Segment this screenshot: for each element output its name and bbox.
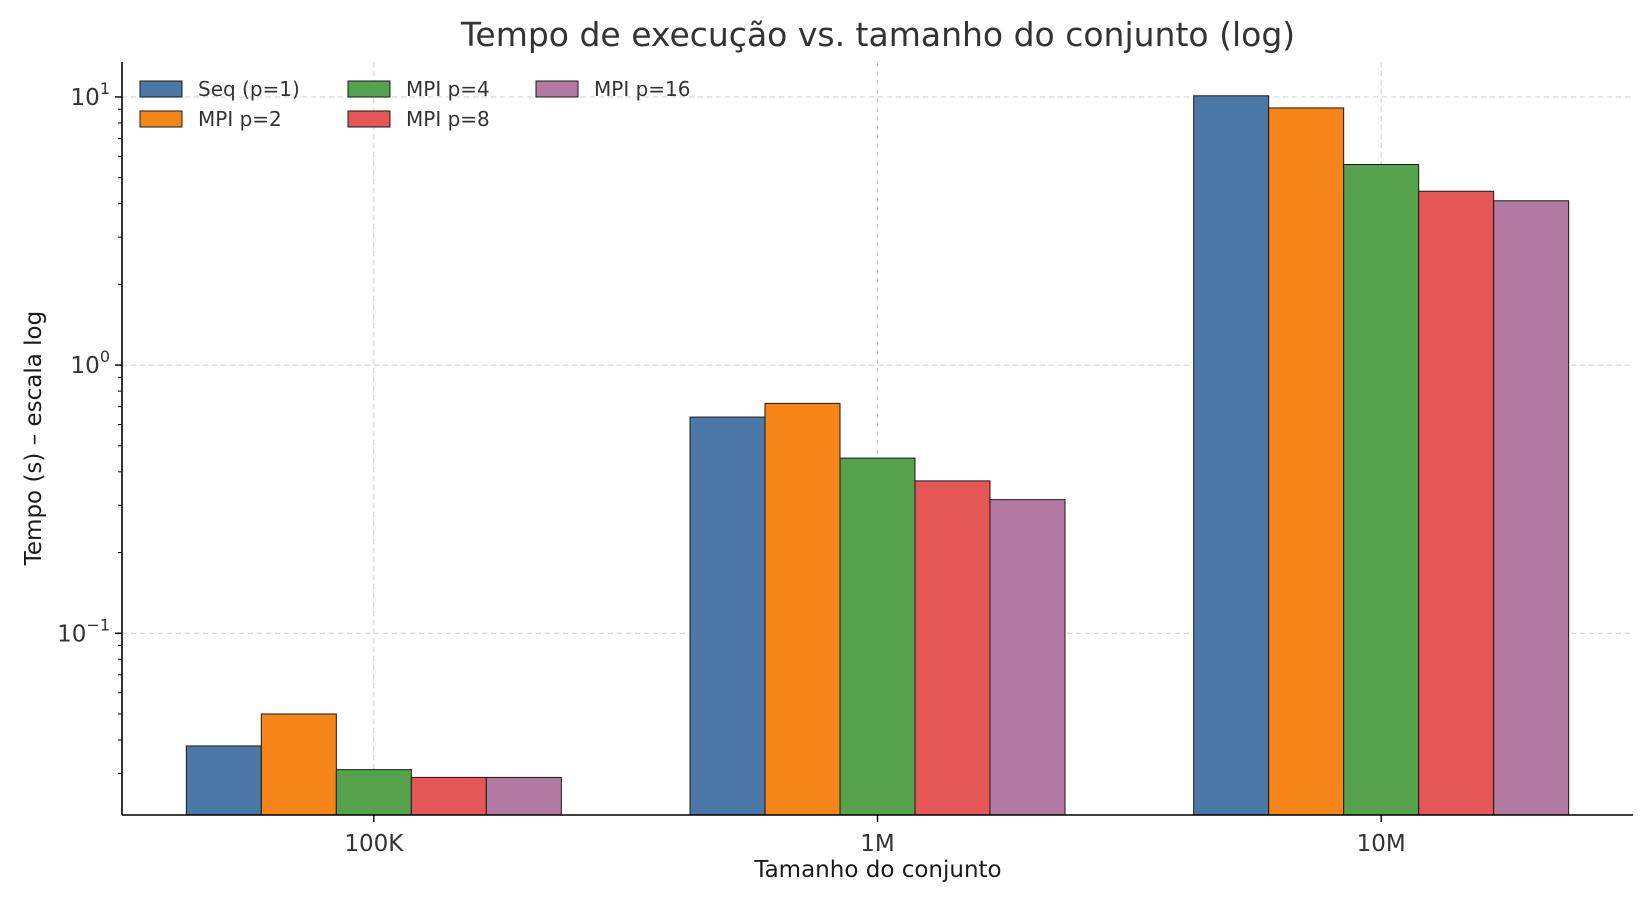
legend-swatch — [347, 80, 391, 98]
legend-item: Seq (p=1) — [139, 77, 300, 101]
legend-item: MPI p=4 — [347, 77, 490, 101]
legend: Seq (p=1) MPI p=2 MPI p=4 MPI p=8 MPI p=16 — [139, 77, 690, 131]
legend-label: Seq (p=1) — [198, 77, 300, 101]
bar — [1193, 95, 1270, 816]
y-axis-label: Tempo (s) – escala log — [21, 311, 47, 566]
bar — [185, 745, 262, 816]
bars — [185, 95, 1570, 816]
x-tick-label: 10M — [1357, 831, 1406, 857]
legend-label: MPI p=4 — [406, 77, 490, 101]
bar — [839, 457, 916, 816]
legend-swatch — [347, 110, 391, 128]
bar — [260, 713, 337, 816]
bar — [689, 416, 766, 816]
chart-title: Tempo de execução vs. tamanho do conjunt… — [460, 15, 1295, 54]
y-tick-label: 10−1 — [57, 615, 110, 647]
x-tick-label: 1M — [860, 831, 894, 857]
tick-labels: 10−1 100 101 100K 1M 10M — [57, 79, 1406, 857]
legend-item: MPI p=2 — [139, 107, 282, 131]
legend-label: MPI p=16 — [594, 77, 690, 101]
legend-swatch — [535, 80, 579, 98]
bar — [410, 776, 487, 816]
bar — [764, 402, 841, 816]
legend-label: MPI p=8 — [406, 107, 490, 131]
y-tick-label: 100 — [71, 347, 110, 379]
legend-label: MPI p=2 — [198, 107, 282, 131]
legend-swatch — [139, 110, 183, 128]
x-axis-label: Tamanho do conjunto — [753, 857, 1001, 883]
bar — [914, 480, 991, 816]
bar — [989, 499, 1066, 816]
bar — [1493, 200, 1570, 816]
y-tick-label: 101 — [71, 79, 110, 111]
legend-item: MPI p=16 — [535, 77, 690, 101]
x-tick-label: 100K — [344, 831, 404, 857]
legend-swatch — [139, 80, 183, 98]
bar — [335, 769, 412, 816]
legend-item: MPI p=8 — [347, 107, 490, 131]
bar — [485, 776, 562, 816]
bar — [1418, 190, 1495, 816]
bar — [1343, 163, 1420, 816]
bar — [1268, 107, 1345, 816]
